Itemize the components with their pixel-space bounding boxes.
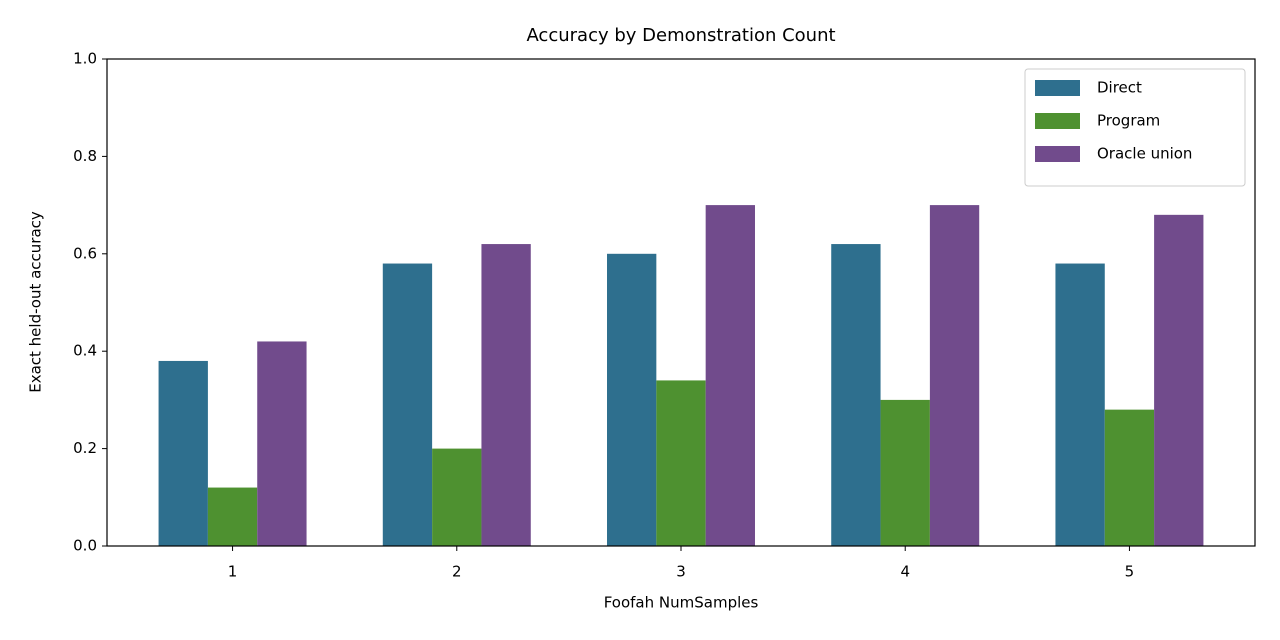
plot-frame bbox=[106, 58, 1256, 547]
bar bbox=[158, 360, 208, 546]
bar bbox=[481, 244, 531, 546]
legend-swatch bbox=[1035, 113, 1080, 129]
legend-label: Program bbox=[1097, 112, 1160, 130]
y-tick-label: 0.6 bbox=[73, 244, 97, 262]
bar bbox=[382, 263, 433, 546]
x-tick-label: 5 bbox=[1125, 563, 1135, 581]
x-axis-label: Foofah NumSamples bbox=[604, 594, 759, 612]
x-tick-label: 3 bbox=[676, 563, 686, 581]
legend-label: Oracle union bbox=[1097, 145, 1192, 163]
x-tick-label: 4 bbox=[900, 563, 910, 581]
bar bbox=[432, 448, 482, 546]
bar bbox=[607, 253, 657, 547]
y-tick-label: 0.0 bbox=[73, 537, 97, 555]
bar bbox=[656, 380, 706, 546]
bar bbox=[1055, 263, 1105, 546]
bar bbox=[207, 487, 258, 546]
chart-title: Accuracy by Demonstration Count bbox=[526, 25, 835, 46]
bar bbox=[1104, 409, 1155, 546]
x-tick-label: 2 bbox=[452, 563, 462, 581]
legend-swatch bbox=[1035, 80, 1080, 96]
bar bbox=[929, 205, 980, 546]
x-tick-label: 1 bbox=[228, 563, 238, 581]
y-tick-label: 0.4 bbox=[73, 342, 97, 360]
y-axis-label: Exact held-out accuracy bbox=[27, 211, 45, 393]
legend-label: Direct bbox=[1097, 79, 1142, 97]
bar bbox=[257, 341, 307, 546]
y-tick-label: 0.2 bbox=[73, 439, 97, 457]
bar bbox=[1154, 214, 1204, 546]
legend-swatch bbox=[1035, 146, 1080, 162]
y-tick-label: 1.0 bbox=[73, 50, 97, 68]
bar bbox=[831, 244, 881, 546]
y-tick-label: 0.8 bbox=[73, 147, 97, 165]
bar bbox=[880, 399, 930, 546]
bar bbox=[705, 205, 755, 546]
